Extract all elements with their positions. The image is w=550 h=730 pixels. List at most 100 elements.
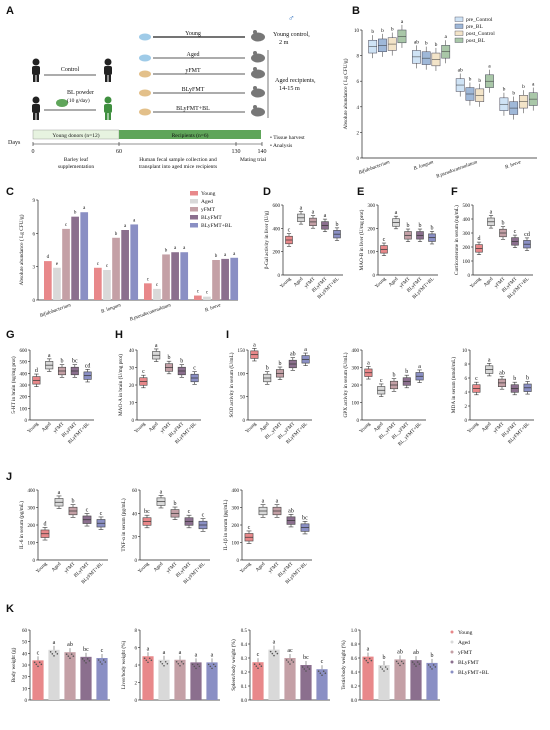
chart-K3: 0.0 0.1 0.2 0.3 0.4 0.5 Spleen/body weight (%)… <box>230 629 330 704</box>
y-axis-label: IL-6 in serum (pg/mL) <box>18 501 25 549</box>
panel-letter: K <box>6 603 14 615</box>
mouse-icon <box>251 69 265 79</box>
y-tick-label: 200 <box>352 384 360 389</box>
y-tick-label: 300 <box>352 367 360 372</box>
y-axis-label: Corticosterone in serum (ng/mL) <box>453 205 460 275</box>
bar <box>171 252 179 300</box>
chart-K2: 0 2 4 6 8 Liver/body weight (%) a a a a a <box>120 629 220 704</box>
significance-letter: a <box>160 489 163 495</box>
data-point <box>175 660 178 663</box>
y-tick-label: 300 <box>28 507 36 512</box>
chart-C: 0 3 6 9 Absolute abundance ( Lg CFU/g) d e c b a B… <box>18 191 239 323</box>
y-tick-label: 40 <box>129 349 135 354</box>
fecal-sample-icon <box>139 89 151 97</box>
y-tick-label: 0 <box>135 559 138 564</box>
panel-letter: A <box>6 5 14 17</box>
data-point <box>274 650 277 653</box>
data-point <box>33 661 36 664</box>
timeline-tick-label: 0 <box>32 149 35 155</box>
data-point <box>177 662 180 665</box>
bar-2 <box>394 659 406 700</box>
y-tick-label: 100 <box>463 260 471 265</box>
mouse-ear <box>253 86 257 90</box>
step-label: supplementation <box>58 164 95 170</box>
donor-icon-leg <box>33 113 36 120</box>
y-tick-label: 400 <box>232 489 240 494</box>
mouse-icon <box>251 107 265 117</box>
bar-1 <box>378 665 390 700</box>
y-tick-label: 50 <box>22 641 28 646</box>
bar <box>121 230 129 300</box>
significance-letter: b <box>469 76 472 82</box>
analysis-note: • Analysis <box>270 143 292 149</box>
data-point <box>271 652 274 655</box>
x-tick-label: yFMT <box>64 562 77 575</box>
y-axis-label: Spleen/body weight (%) <box>230 639 237 691</box>
significance-letter: b <box>115 232 118 237</box>
significance-letter: a <box>262 499 265 505</box>
y-tick-label: 200 <box>28 524 36 529</box>
y-tick-label: 150 <box>238 349 246 354</box>
significance-letter: bc <box>144 509 150 515</box>
data-point <box>319 672 322 674</box>
data-point <box>38 661 41 664</box>
y-tick-label: 300 <box>463 232 471 237</box>
significance-letter: bc <box>83 647 89 653</box>
data-point <box>415 665 417 667</box>
significance-letter: a <box>224 253 227 258</box>
data-point <box>258 663 261 665</box>
y-axis-label: IL-1β in serum (pg/mL) <box>222 499 229 550</box>
panel-letter: D <box>263 186 271 198</box>
step-label: Mating trial <box>240 157 267 163</box>
significance-letter: ab <box>290 352 296 358</box>
x-tick-label: Young <box>470 277 483 290</box>
young-control-label: Young control, <box>273 31 310 38</box>
significance-letter: b <box>512 91 515 97</box>
mouse-ear <box>253 67 257 71</box>
y-tick-label: 400 <box>273 227 281 232</box>
mouse-icon <box>251 53 265 63</box>
significance-letter: c <box>383 237 386 243</box>
data-point <box>209 665 212 668</box>
chart-H: 0 10 20 30 40 MAO-A in brain (U/mg prot) c Youn… <box>117 343 201 445</box>
data-point <box>306 666 309 668</box>
x-tick-label: B. breve <box>505 160 523 171</box>
significance-letter: a <box>532 82 535 88</box>
y-tick-label: 4 <box>135 664 138 669</box>
data-point <box>179 664 181 667</box>
male-symbol-icon: ♂ <box>288 13 295 23</box>
bar-1 <box>268 649 280 700</box>
y-tick-label: 8 <box>135 629 138 634</box>
x-tick-label: Young <box>27 422 40 435</box>
significance-letter: c <box>475 376 478 382</box>
mouse-ear <box>253 105 257 109</box>
days-label: Days <box>8 140 21 146</box>
significance-letter: d <box>35 368 38 374</box>
significance-letter: c <box>248 525 251 531</box>
y-tick-label: 0 <box>468 274 471 279</box>
y-axis-label: GPX activity in serum (U/mL) <box>342 352 349 417</box>
bar-4 <box>426 662 438 700</box>
panel-letter: E <box>357 186 364 198</box>
significance-letter: b <box>407 223 410 229</box>
y-tick-label: 0.1 <box>241 685 248 690</box>
significance-letter: a <box>312 210 315 216</box>
data-point <box>400 660 403 663</box>
data-point <box>193 665 196 668</box>
x-tick-label: Aged <box>481 422 493 434</box>
significance-letter: b <box>435 42 438 48</box>
data-point <box>273 654 275 657</box>
x-tick-label: Young <box>138 562 151 575</box>
data-point <box>368 657 371 660</box>
data-point <box>166 662 169 665</box>
significance-letter: b <box>168 355 171 361</box>
y-tick-label: 10 <box>22 687 28 692</box>
significance-letter: ab <box>67 642 73 648</box>
bar <box>162 254 170 300</box>
significance-letter: c <box>188 509 191 515</box>
significance-letter: c <box>202 513 205 519</box>
y-tick-label: 0 <box>33 559 36 564</box>
significance-letter: ab <box>397 649 403 655</box>
